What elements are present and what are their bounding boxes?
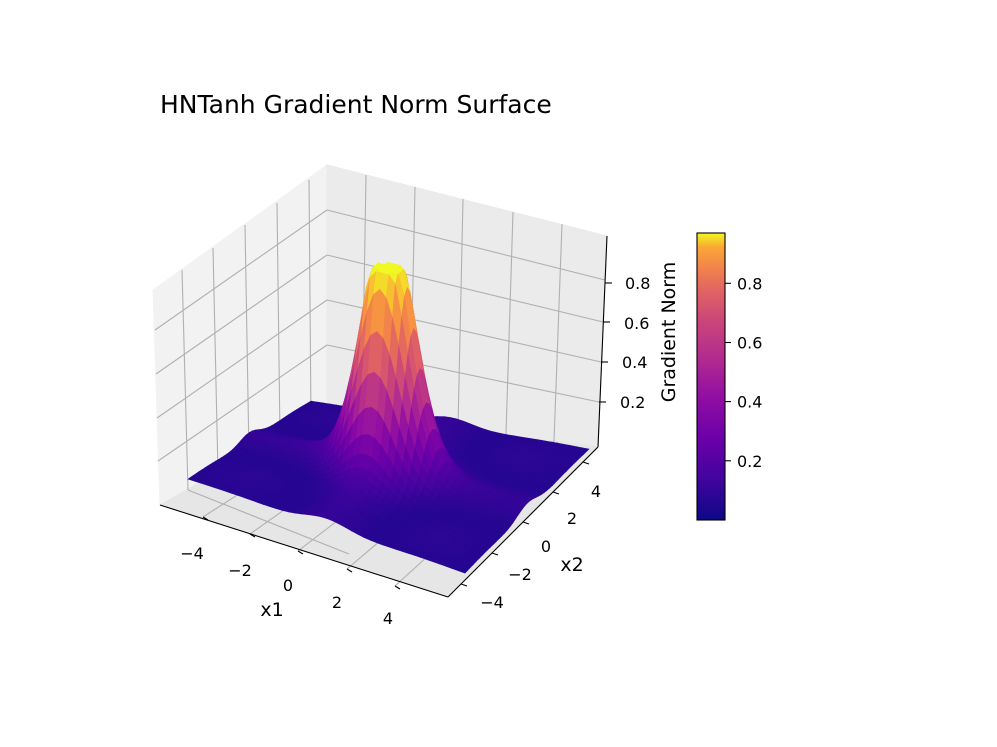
- colorbar-gradient: [696, 232, 726, 521]
- x2-ticks: −4 −2 0 2 4: [460, 461, 601, 612]
- gradient-norm-surface: [187, 261, 590, 574]
- x2-tick-label: 2: [567, 509, 577, 528]
- z-tick-label: 0.8: [625, 274, 650, 293]
- chart-title: HNTanh Gradient Norm Surface: [160, 90, 552, 119]
- z-ticks: 0.2 0.4 0.6 0.8: [599, 274, 650, 412]
- x2-tick-label: −2: [508, 565, 532, 584]
- x1-ticks: −4 −2 0 2 4: [180, 516, 401, 628]
- z-tick-label: 0.2: [620, 393, 645, 412]
- x1-tick-label: 4: [383, 609, 393, 628]
- colorbar-tick-label: 0.2: [737, 452, 762, 471]
- colorbar: 0.2 0.4 0.6 0.8: [696, 232, 762, 521]
- x1-tick-label: 2: [332, 593, 342, 612]
- x1-tick-label: −4: [180, 544, 204, 563]
- x1-axis-label: x1: [260, 599, 283, 621]
- x1-tick-label: −2: [228, 561, 252, 580]
- z-tick-label: 0.4: [622, 353, 647, 372]
- x1-axis-line: [159, 504, 449, 598]
- x1-tick-label: 0: [283, 576, 293, 595]
- z-tick-label: 0.6: [624, 314, 649, 333]
- x2-tick-label: 4: [591, 482, 601, 501]
- x2-tick-label: −4: [480, 593, 504, 612]
- z-axis-line: [597, 235, 608, 448]
- colorbar-label: Gradient Norm: [658, 262, 680, 403]
- x2-tick-label: 0: [541, 537, 551, 556]
- x2-axis-label: x2: [560, 554, 583, 576]
- colorbar-tick-label: 0.6: [737, 334, 762, 353]
- surface-patch: [458, 567, 469, 574]
- colorbar-tick-label: 0.4: [737, 393, 762, 412]
- colorbar-ticks: 0.2 0.4 0.6 0.8: [725, 274, 762, 471]
- colorbar-tick-label: 0.8: [737, 274, 762, 293]
